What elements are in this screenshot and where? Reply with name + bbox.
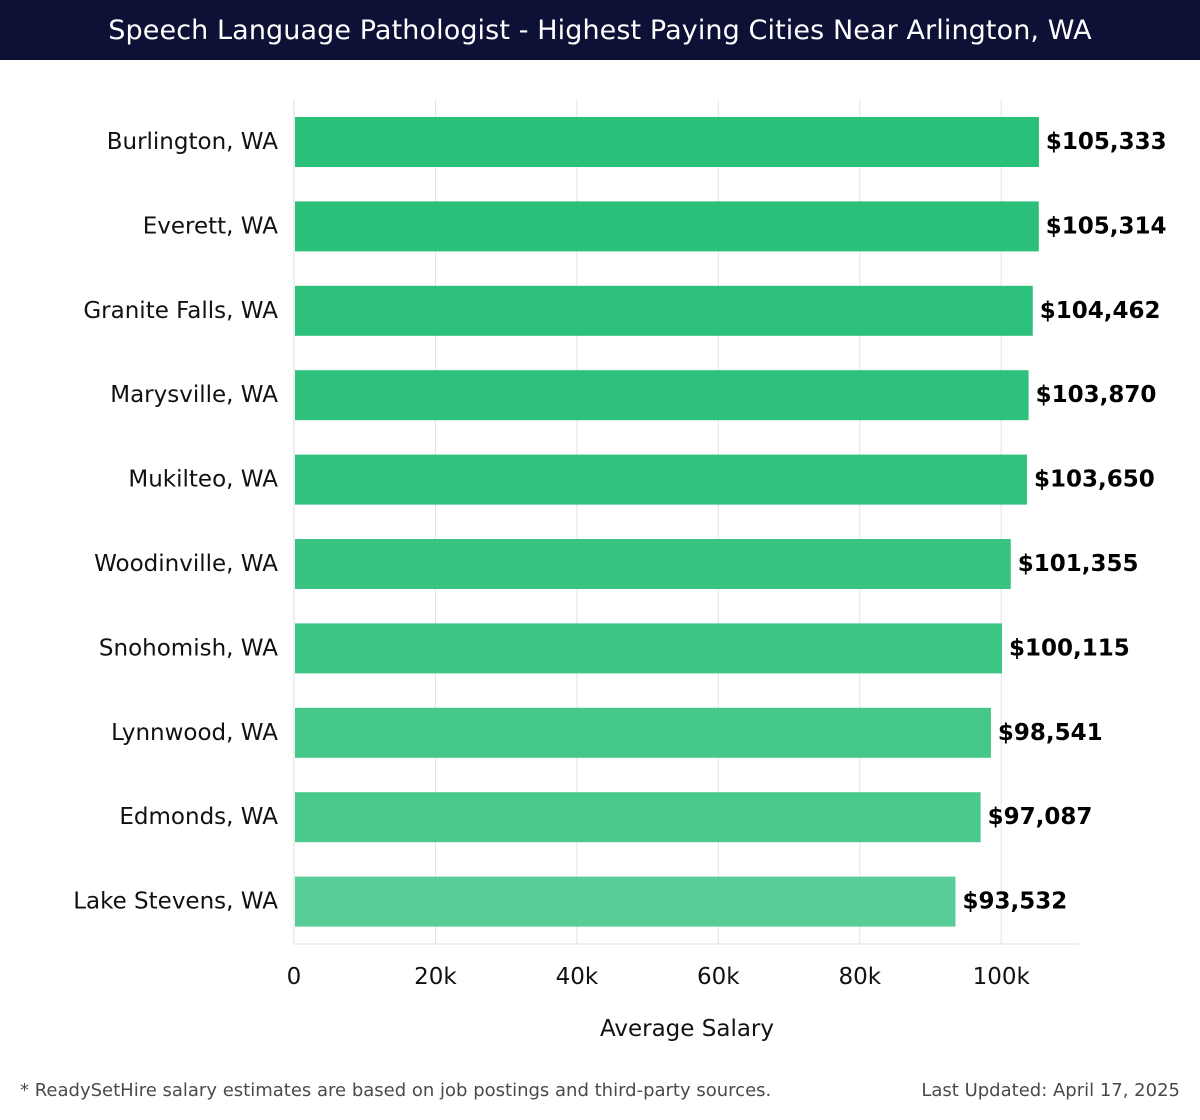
bar bbox=[295, 454, 1028, 505]
footer-note: * ReadySetHire salary estimates are base… bbox=[20, 1080, 772, 1101]
bar bbox=[295, 876, 956, 927]
value-label: $105,314 bbox=[1046, 213, 1167, 239]
x-tick-labels: 0 20k 40k 60k 80k 100k bbox=[287, 964, 1031, 990]
value-label: $93,532 bbox=[962, 889, 1067, 915]
value-label: $97,087 bbox=[988, 804, 1093, 830]
value-label: $98,541 bbox=[998, 720, 1103, 746]
bar bbox=[295, 370, 1029, 421]
bar bbox=[295, 285, 1033, 336]
x-tick-label: 60k bbox=[697, 964, 740, 990]
bars bbox=[295, 117, 1039, 927]
category-label: Lynnwood, WA bbox=[111, 720, 278, 746]
value-label: $100,115 bbox=[1009, 635, 1130, 661]
value-label: $103,650 bbox=[1034, 467, 1155, 493]
x-axis-label: Average Salary bbox=[600, 1016, 774, 1042]
bar bbox=[295, 201, 1039, 252]
x-tick-label: 100k bbox=[973, 964, 1031, 990]
last-updated: Last Updated: April 17, 2025 bbox=[921, 1080, 1180, 1101]
x-tick-label: 80k bbox=[838, 964, 881, 990]
x-tick-label: 20k bbox=[414, 964, 457, 990]
category-labels: Burlington, WA Everett, WA Granite Falls, … bbox=[73, 129, 278, 915]
bar-chart: Burlington, WA Everett, WA Granite Falls, … bbox=[73, 100, 1167, 1042]
category-label: Marysville, WA bbox=[110, 382, 278, 408]
category-label: Everett, WA bbox=[143, 213, 279, 239]
x-tick-label: 40k bbox=[556, 964, 599, 990]
category-label: Mukilteo, WA bbox=[128, 467, 278, 493]
category-label: Woodinville, WA bbox=[94, 551, 278, 577]
chart-title: Speech Language Pathologist - Highest Pa… bbox=[0, 0, 1200, 60]
category-label: Granite Falls, WA bbox=[83, 298, 278, 324]
bar bbox=[295, 707, 991, 758]
category-label: Edmonds, WA bbox=[119, 804, 278, 830]
bar bbox=[295, 623, 1003, 674]
value-label: $103,870 bbox=[1036, 382, 1157, 408]
category-label: Lake Stevens, WA bbox=[73, 889, 278, 915]
category-label: Burlington, WA bbox=[107, 129, 279, 155]
category-label: Snohomish, WA bbox=[99, 635, 278, 661]
bar bbox=[295, 792, 981, 843]
value-label: $105,333 bbox=[1046, 129, 1167, 155]
x-tick-label: 0 bbox=[287, 964, 302, 990]
bar bbox=[295, 117, 1039, 167]
value-label: $101,355 bbox=[1018, 551, 1139, 577]
bar bbox=[295, 539, 1011, 589]
value-label: $104,462 bbox=[1040, 298, 1161, 324]
value-labels: $105,333 $105,314 $104,462 $103,870 $103,650… bbox=[962, 129, 1166, 915]
